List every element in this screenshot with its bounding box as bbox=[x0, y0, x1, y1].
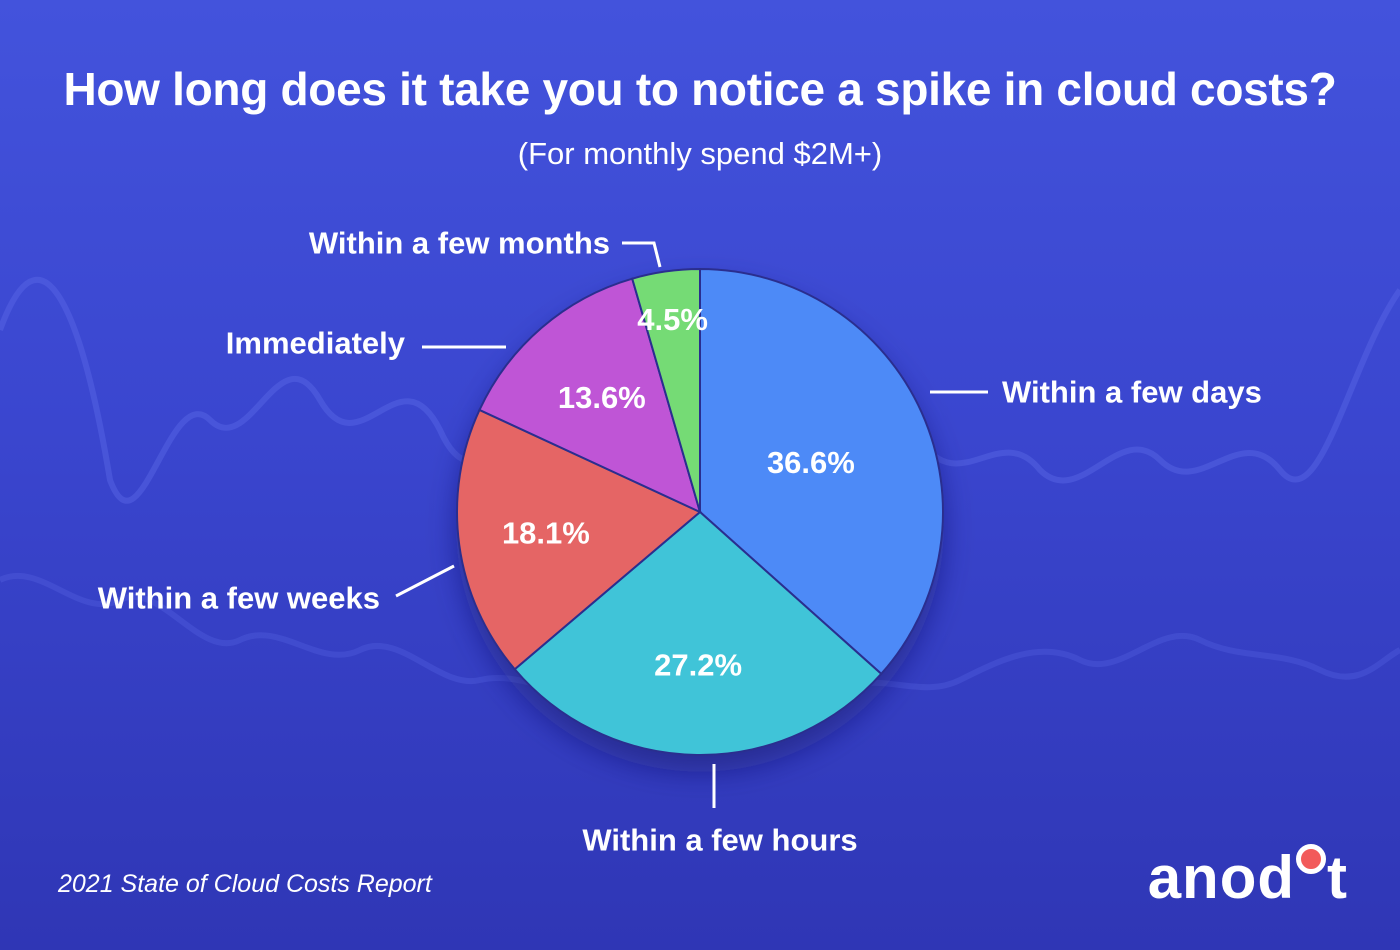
logo-dot-icon bbox=[1296, 844, 1327, 874]
pie-slice-5 bbox=[630, 267, 701, 513]
slice-category-label-1: Within a few days bbox=[1002, 375, 1262, 410]
slice-category-label-3: Within a few weeks bbox=[98, 581, 380, 616]
slice-value-label-1: 36.6% bbox=[767, 445, 855, 480]
pie-slice-2 bbox=[513, 510, 883, 756]
anodot-logo: anod t bbox=[1147, 844, 1348, 911]
chart-subtitle: (For monthly spend $2M+) bbox=[517, 136, 883, 171]
slice-value-label-2: 27.2% bbox=[654, 648, 742, 683]
chart-title: How long does it take you to notice a sp… bbox=[63, 63, 1337, 115]
source-note: 2021 State of Cloud Costs Report bbox=[58, 870, 432, 898]
leader-line-3 bbox=[395, 564, 455, 598]
pie-slice-4 bbox=[478, 277, 702, 514]
logo-text-right: t bbox=[1327, 844, 1348, 911]
slice-value-label-3: 18.1% bbox=[502, 515, 590, 550]
pie-slice-3 bbox=[456, 408, 702, 671]
slice-value-label-5: 4.5% bbox=[637, 302, 708, 337]
slice-category-label-2: Within a few hours bbox=[582, 823, 857, 858]
pie-slice-1 bbox=[699, 267, 944, 676]
slice-value-label-4: 13.6% bbox=[558, 380, 646, 415]
logo-text-left: anod bbox=[1147, 844, 1296, 911]
leader-line-5 bbox=[622, 241, 662, 268]
slice-category-label-4: Immediately bbox=[226, 326, 406, 361]
slice-category-label-5: Within a few months bbox=[309, 226, 610, 261]
